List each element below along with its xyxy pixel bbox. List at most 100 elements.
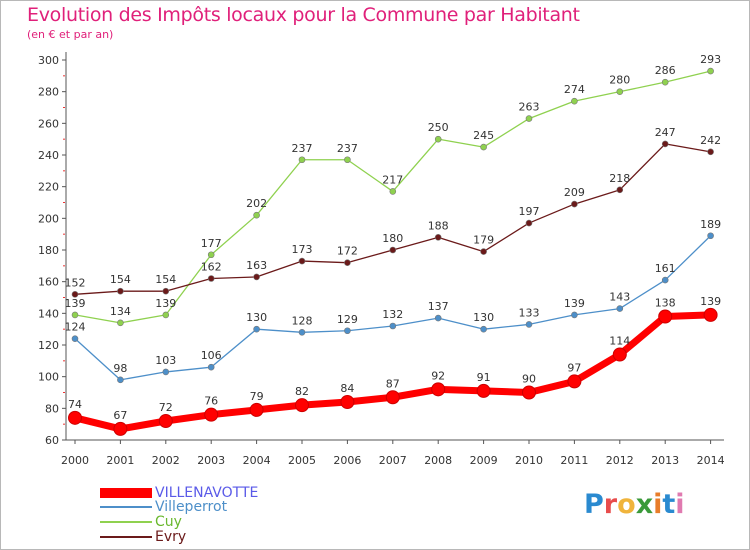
data-point-cuy[interactable] [616, 88, 624, 95]
data-point-villeperrot[interactable] [71, 335, 79, 342]
x-tick-label: 2006 [333, 454, 361, 467]
legend-item-cuy[interactable]: Cuy [100, 514, 182, 530]
data-point-evry[interactable] [707, 148, 714, 156]
data-point-villeperrot[interactable] [117, 376, 124, 384]
data-point-villeperrot[interactable] [389, 322, 397, 330]
data-point-evry[interactable] [616, 186, 624, 194]
data-point-cuy[interactable] [253, 211, 260, 219]
data-point-cuy[interactable] [344, 156, 351, 164]
data-point-villenavotte[interactable] [113, 421, 128, 436]
data-point-evry[interactable] [162, 287, 170, 295]
data-point-evry[interactable] [344, 259, 351, 266]
data-point-villeperrot[interactable] [207, 363, 215, 371]
data-point-cuy[interactable] [117, 319, 124, 327]
data-label-villeperrot: 189 [700, 218, 721, 231]
data-point-villenavotte[interactable] [249, 402, 264, 417]
data-label-cuy: 293 [700, 53, 721, 66]
data-point-villeperrot[interactable] [525, 321, 533, 328]
data-point-evry[interactable] [71, 291, 79, 298]
data-point-villenavotte[interactable] [522, 385, 536, 400]
data-point-villenavotte[interactable] [385, 390, 400, 405]
data-label-cuy: 139 [65, 297, 86, 310]
data-point-evry[interactable] [480, 248, 487, 255]
data-label-evry: 154 [110, 273, 131, 286]
data-point-villeperrot[interactable] [480, 325, 487, 333]
data-point-cuy[interactable] [707, 67, 714, 75]
data-point-evry[interactable] [253, 273, 260, 281]
data-point-villeperrot[interactable] [707, 232, 714, 240]
data-point-villenavotte[interactable] [158, 414, 173, 428]
legend-label-cuy: Cuy [155, 514, 182, 530]
data-label-villenavotte: 79 [250, 390, 264, 403]
data-point-villenavotte[interactable] [431, 382, 446, 397]
legend-item-villenavotte[interactable]: VILLENAVOTTE [100, 485, 258, 501]
data-label-villenavotte: 84 [340, 382, 354, 395]
data-point-evry[interactable] [298, 257, 306, 265]
legend-item-villeperrot[interactable]: Villeperrot [100, 499, 227, 515]
data-label-evry: 242 [700, 134, 721, 147]
x-tick-label: 2007 [379, 454, 407, 467]
data-point-cuy[interactable] [389, 188, 397, 195]
data-point-cuy[interactable] [480, 143, 487, 151]
data-point-evry[interactable] [389, 246, 397, 254]
y-tick-label: 200 [38, 212, 59, 225]
data-point-evry[interactable] [661, 140, 669, 148]
data-label-evry: 172 [337, 245, 358, 258]
x-tick-label: 2002 [152, 454, 180, 467]
data-point-cuy[interactable] [71, 311, 79, 319]
data-point-villeperrot[interactable] [253, 325, 260, 333]
legend-label-villenavotte: VILLENAVOTTE [155, 485, 259, 501]
data-point-villeperrot[interactable] [616, 305, 624, 312]
data-label-villeperrot: 132 [382, 308, 403, 321]
data-point-evry[interactable] [571, 200, 578, 208]
data-label-villenavotte: 74 [68, 398, 82, 411]
x-tick-label: 2004 [243, 454, 271, 467]
data-label-evry: 218 [609, 172, 630, 185]
data-point-villenavotte[interactable] [204, 407, 219, 422]
legend-swatch-villenavotte [100, 488, 152, 498]
data-label-villenavotte: 138 [655, 297, 676, 310]
data-label-villeperrot: 133 [519, 306, 540, 319]
data-label-villenavotte: 97 [567, 361, 581, 374]
data-point-evry[interactable] [207, 275, 215, 282]
data-label-villenavotte: 91 [477, 371, 491, 384]
data-label-cuy: 245 [473, 129, 494, 142]
data-point-evry[interactable] [434, 234, 442, 241]
data-point-villenavotte[interactable] [68, 410, 82, 425]
data-point-villeperrot[interactable] [298, 329, 306, 336]
data-point-villenavotte[interactable] [476, 383, 491, 398]
data-point-villenavotte[interactable] [295, 398, 309, 413]
data-point-villenavotte[interactable] [703, 307, 718, 322]
axes: 60 80 100 120 140 160 180 200 220 240 260 280 300 200… [38, 52, 725, 467]
data-point-villeperrot[interactable] [344, 327, 351, 335]
legend-swatch-cuy [100, 521, 152, 523]
data-point-villeperrot[interactable] [162, 368, 170, 376]
data-point-cuy[interactable] [207, 251, 215, 259]
y-tick-label: 140 [38, 307, 59, 320]
x-tick-label: 2014 [697, 454, 725, 467]
data-point-cuy[interactable] [162, 311, 170, 319]
data-point-cuy[interactable] [434, 135, 442, 143]
data-point-evry[interactable] [525, 219, 533, 227]
data-label-cuy: 177 [201, 237, 222, 250]
data-label-cuy: 202 [246, 197, 267, 210]
data-label-villeperrot: 98 [113, 362, 127, 375]
data-point-cuy[interactable] [661, 78, 669, 86]
data-label-evry: 162 [201, 261, 222, 274]
data-label-villenavotte: 90 [522, 373, 536, 386]
y-tick-label: 60 [45, 434, 59, 447]
data-point-cuy[interactable] [571, 97, 578, 105]
data-point-villenavotte[interactable] [612, 347, 627, 362]
data-point-villenavotte[interactable] [567, 374, 582, 389]
data-point-villenavotte[interactable] [658, 309, 673, 324]
data-point-cuy[interactable] [298, 156, 306, 164]
data-point-evry[interactable] [117, 287, 124, 295]
legend-item-evry[interactable]: Evry [100, 529, 186, 545]
data-label-villenavotte: 76 [204, 395, 218, 408]
data-point-villenavotte[interactable] [340, 395, 355, 409]
data-point-cuy[interactable] [525, 115, 533, 122]
data-point-villeperrot[interactable] [434, 314, 442, 322]
data-point-villeperrot[interactable] [571, 311, 578, 319]
data-point-villeperrot[interactable] [661, 276, 669, 284]
